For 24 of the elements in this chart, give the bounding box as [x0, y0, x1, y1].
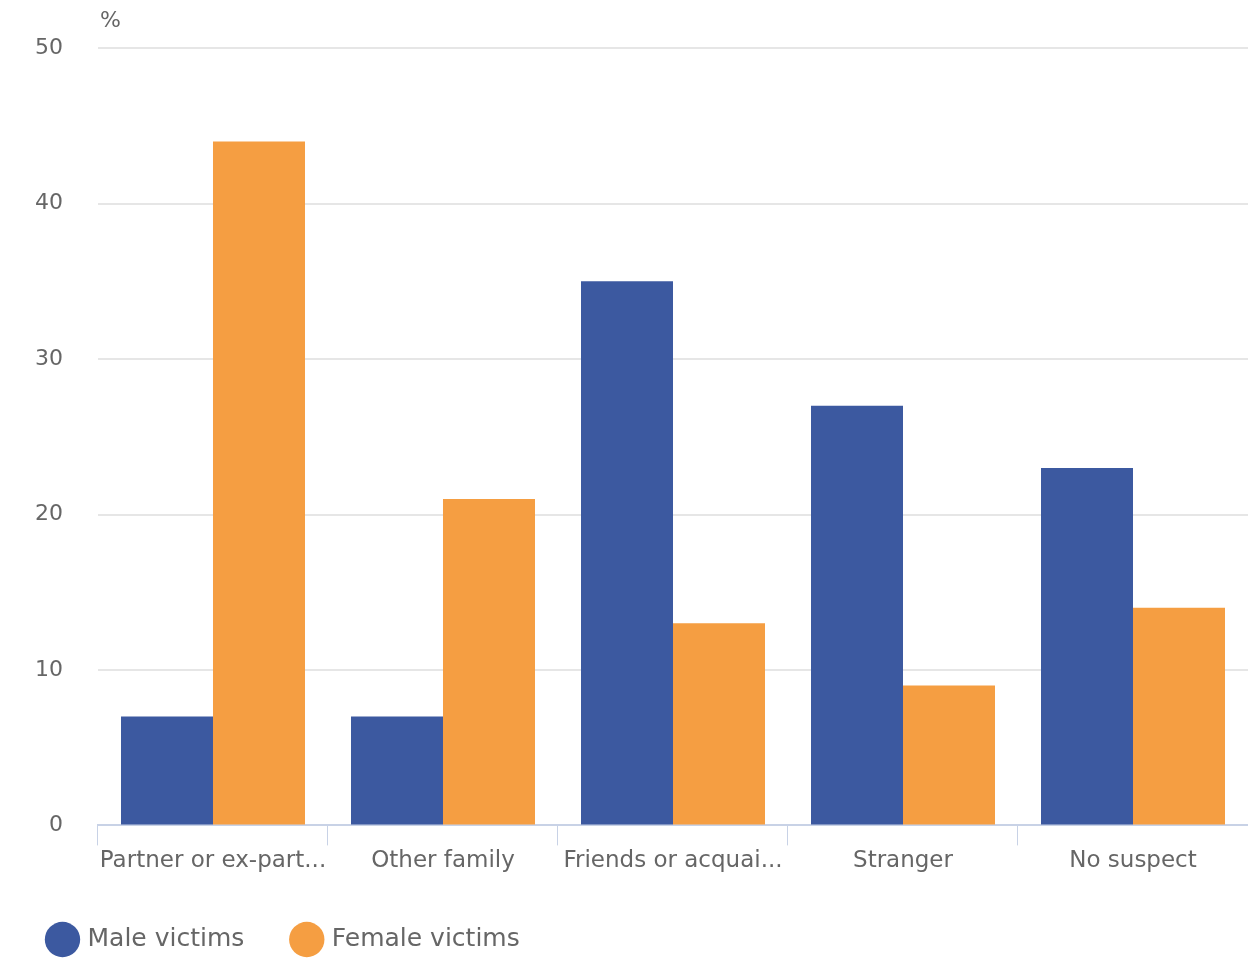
x-tick-label: Other family: [371, 846, 515, 873]
x-tick-label: Friends or acquai...: [563, 846, 783, 873]
y-axis-title: %: [99, 6, 121, 32]
bar: [673, 623, 765, 825]
bar: [351, 716, 443, 825]
x-tick-label: Partner or ex-part...: [99, 846, 327, 873]
bar: [1133, 607, 1225, 825]
y-tick-label: 20: [34, 500, 63, 526]
x-tick-label: No suspect: [1069, 846, 1197, 873]
y-tick-label: 0: [48, 811, 63, 837]
bar: [120, 716, 213, 825]
bar: [443, 498, 535, 825]
y-tick-label: 10: [34, 655, 63, 681]
bar: [811, 405, 903, 825]
legend-label: Female victims: [331, 923, 520, 952]
bar: [1041, 467, 1133, 825]
y-tick-label: 30: [34, 344, 63, 370]
bar: [903, 685, 995, 825]
legend-label: Male victims: [87, 923, 245, 952]
bar: [581, 281, 673, 825]
x-tick-label: Stranger: [853, 846, 954, 873]
y-tick-label: 40: [34, 189, 63, 215]
y-tick-label: 50: [34, 33, 63, 59]
bar: [213, 141, 305, 825]
